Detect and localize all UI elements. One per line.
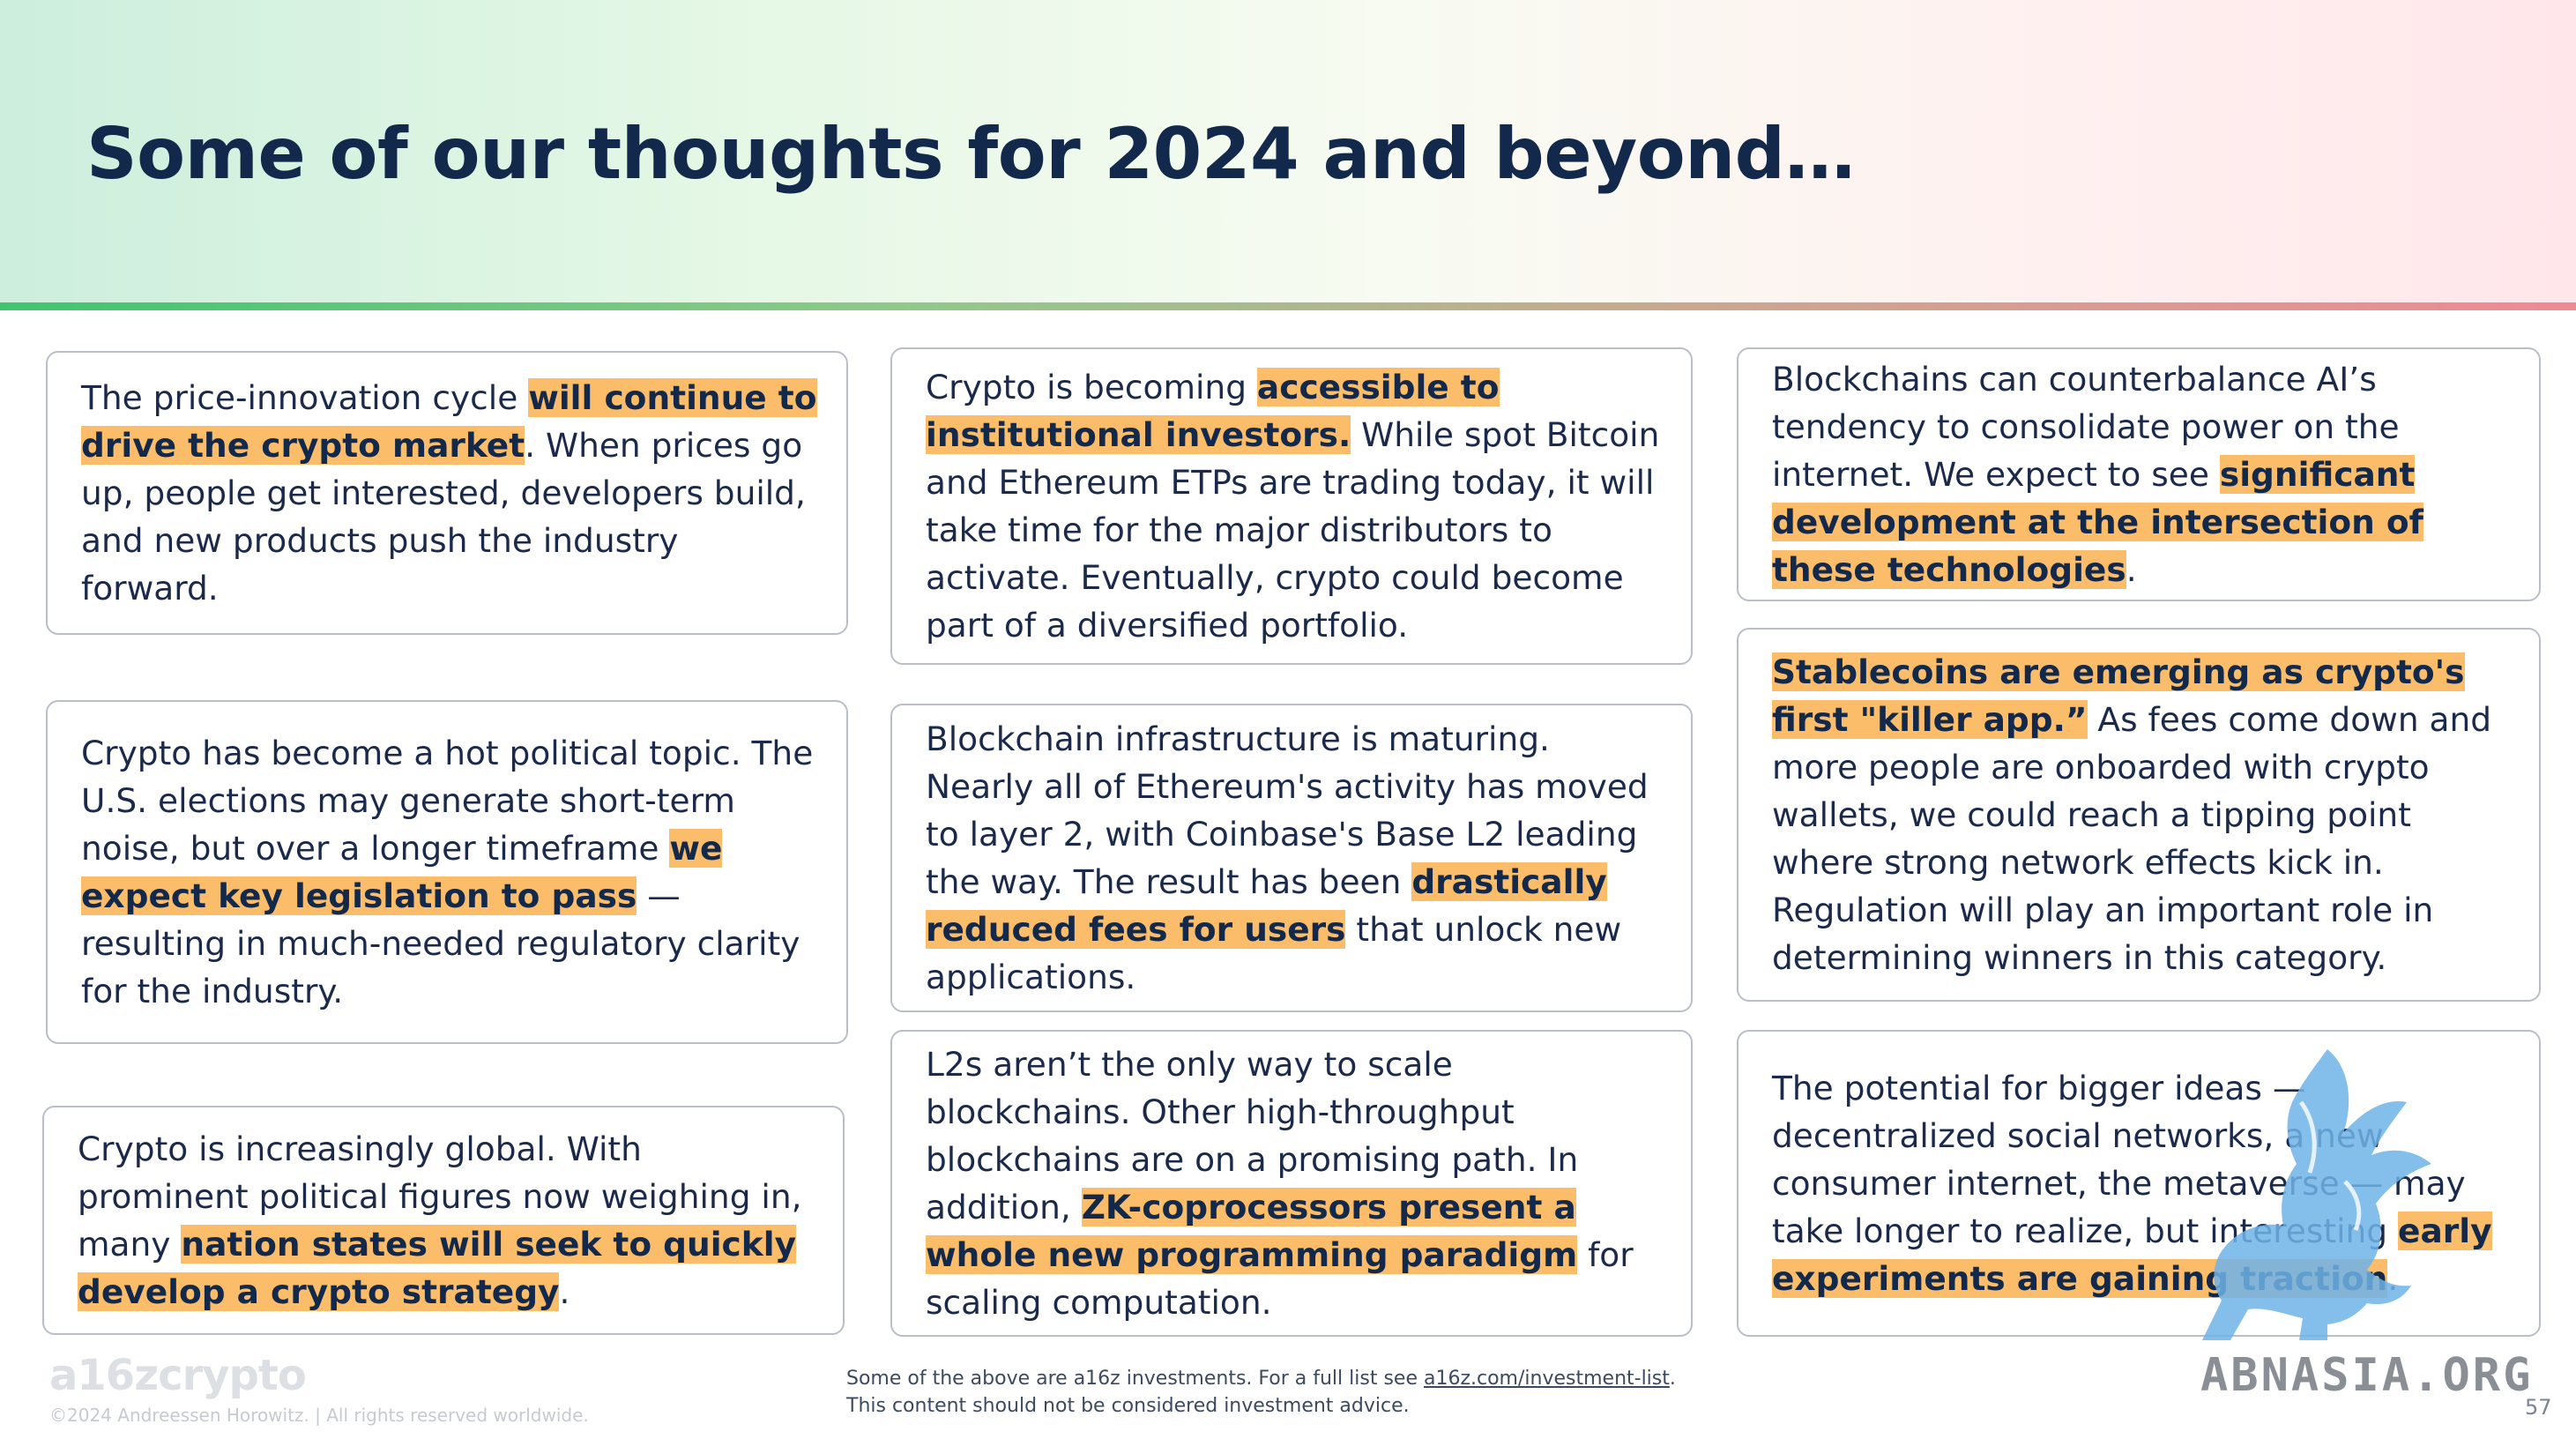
card-text: Blockchain infrastructure is maturing. N…	[926, 715, 1664, 1001]
card-text: Crypto has become a hot political topic.…	[81, 729, 820, 1015]
card-price-cycle: The price-innovation cycle will continue…	[46, 351, 848, 635]
slide-header	[0, 0, 2576, 305]
investment-list-link[interactable]: a16z.com/investment-list	[1423, 1368, 1670, 1390]
card-text: Crypto is increasingly global. With prom…	[78, 1125, 816, 1316]
body-text: Blockchain infrastructure is maturing. N…	[926, 720, 1649, 901]
card-text: The price-innovation cycle will continue…	[81, 374, 820, 612]
body-text: — resulting in much-needed regulatory cl…	[81, 876, 800, 1010]
header-divider	[0, 302, 2576, 310]
body-text: Blockchains can counterbalance AI’s tend…	[1772, 360, 2400, 494]
card-text: Blockchains can counterbalance AI’s tend…	[1772, 355, 2513, 593]
card-stablecoins: Stablecoins are emerging as crypto's fir…	[1737, 628, 2541, 1002]
card-text: L2s aren’t the only way to scale blockch…	[926, 1040, 1664, 1326]
griffin-icon	[2202, 1049, 2431, 1340]
slide-title: Some of our thoughts for 2024 and beyond…	[86, 113, 1855, 195]
card-text: Crypto is becoming accessible to institu…	[926, 363, 1664, 649]
body-text: . When prices go up, people get interest…	[81, 426, 806, 608]
card-l2s-scaling: L2s aren’t the only way to scale blockch…	[890, 1030, 1693, 1337]
card-infrastructure: Blockchain infrastructure is maturing. N…	[890, 704, 1693, 1012]
body-text: that unlock new applications.	[926, 910, 1622, 996]
body-text: .	[2126, 550, 2137, 589]
card-political: Crypto has become a hot political topic.…	[46, 700, 848, 1044]
body-text: As fees come down and more people are on…	[1772, 700, 2492, 977]
body-text: .	[559, 1272, 570, 1311]
card-ai-counterbalance: Blockchains can counterbalance AI’s tend…	[1737, 347, 2541, 601]
body-text: The price-innovation cycle	[81, 378, 529, 417]
disclaimer-before: Some of the above are a16z investments. …	[846, 1368, 1424, 1390]
body-text: Crypto is becoming	[926, 368, 1257, 406]
highlighted-text: nation states will seek to quickly devel…	[78, 1225, 797, 1311]
body-text: L2s aren’t the only way to scale blockch…	[926, 1045, 1579, 1227]
page-number: 57	[2525, 1395, 2552, 1420]
body-text: Crypto is increasingly global. With prom…	[78, 1130, 802, 1264]
body-text: Crypto has become a hot political topic.…	[81, 734, 814, 868]
a16zcrypto-logo: a16zcrypto	[49, 1351, 307, 1400]
body-text: for scaling computation.	[926, 1235, 1634, 1322]
copyright-text: ©2024 Andreessen Horowitz. | All rights …	[49, 1405, 589, 1426]
card-institutional: Crypto is becoming accessible to institu…	[890, 347, 1693, 665]
body-text: While spot Bitcoin and Ethereum ETPs are…	[926, 415, 1660, 645]
disclaimer-after: . This content should not be considered …	[846, 1368, 1676, 1417]
card-global: Crypto is increasingly global. With prom…	[42, 1106, 845, 1335]
card-text: Stablecoins are emerging as crypto's fir…	[1772, 648, 2513, 981]
watermark-text: ABNASIA.ORG	[2200, 1349, 2534, 1402]
disclaimer-text: Some of the above are a16z investments. …	[846, 1365, 1693, 1420]
body-text: .	[2387, 1259, 2399, 1298]
